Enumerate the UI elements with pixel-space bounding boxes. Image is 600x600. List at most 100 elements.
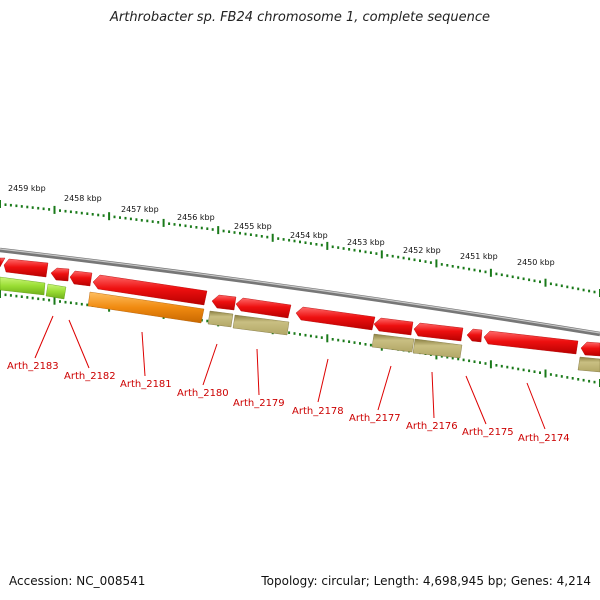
minor-tick xyxy=(539,371,541,374)
minor-tick xyxy=(266,235,269,239)
minor-tick xyxy=(571,377,574,380)
minor-tick xyxy=(342,247,345,250)
minor-tick xyxy=(593,380,596,384)
minor-tick xyxy=(440,355,443,358)
minor-tick xyxy=(293,239,296,243)
minor-tick xyxy=(189,225,192,228)
minor-tick xyxy=(75,211,78,214)
minor-tick xyxy=(37,297,40,301)
minor-tick xyxy=(239,231,241,235)
minor-tick xyxy=(200,226,203,230)
kbp-label: 2450 kbp xyxy=(517,258,555,267)
minor-tick xyxy=(31,206,34,209)
leader-line xyxy=(526,382,546,430)
minor-tick xyxy=(528,278,531,282)
minor-tick xyxy=(359,249,361,253)
minor-tick xyxy=(446,264,449,267)
gene-labels: Arth_2183 Arth_2182 Arth_2181 Arth_2180 … xyxy=(7,361,570,444)
minor-tick xyxy=(528,369,531,373)
gene-label: Arth_2177 xyxy=(349,413,401,424)
gene-label: Arth_2176 xyxy=(406,421,458,432)
minor-tick xyxy=(282,238,285,241)
minor-tick xyxy=(151,220,154,223)
minor-tick xyxy=(484,270,487,274)
minor-tick xyxy=(179,223,181,227)
minor-tick xyxy=(348,340,351,343)
minor-tick xyxy=(451,356,454,360)
minor-tick xyxy=(315,335,318,339)
inner-strand-genes xyxy=(0,276,600,373)
major-tick xyxy=(53,205,56,214)
minor-tick xyxy=(222,229,225,233)
kbp-label: 2459 kbp xyxy=(8,184,46,193)
minor-tick xyxy=(429,261,432,264)
minor-tick xyxy=(555,283,558,287)
gene-block xyxy=(87,291,205,324)
gene-arrow xyxy=(235,297,292,319)
kbp-label: 2453 kbp xyxy=(347,238,385,247)
minor-tick xyxy=(304,333,307,337)
major-tick xyxy=(271,233,274,242)
gene-label: Arth_2179 xyxy=(233,398,285,409)
minor-tick xyxy=(140,219,143,222)
gene-block xyxy=(207,310,234,328)
major-tick xyxy=(326,334,329,343)
minor-tick xyxy=(369,251,372,254)
minor-tick xyxy=(337,338,340,342)
minor-tick xyxy=(48,208,51,211)
minor-tick xyxy=(457,265,460,269)
minor-tick xyxy=(549,282,552,286)
minor-tick xyxy=(288,331,291,334)
major-tick xyxy=(435,259,438,268)
minor-tick xyxy=(31,296,34,300)
minor-tick xyxy=(506,274,509,278)
leader-line xyxy=(202,343,218,386)
leader-line xyxy=(317,358,329,403)
minor-tick xyxy=(353,248,356,252)
minor-tick xyxy=(408,257,411,261)
minor-tick xyxy=(560,375,563,378)
label-leader-lines xyxy=(34,315,546,430)
minor-tick xyxy=(15,204,18,208)
minor-tick xyxy=(4,293,7,297)
gene-arrow xyxy=(295,306,376,331)
gene-block xyxy=(371,333,415,353)
minor-tick xyxy=(484,362,487,365)
kbp-label: 2452 kbp xyxy=(403,246,441,255)
minor-tick xyxy=(468,359,471,363)
minor-tick xyxy=(119,216,121,219)
minor-tick xyxy=(402,256,405,260)
gene-arrow xyxy=(466,328,483,343)
minor-tick xyxy=(320,243,323,247)
gene-label: Arth_2180 xyxy=(177,388,229,399)
minor-tick xyxy=(309,242,312,245)
gene-arrow xyxy=(92,274,208,306)
minor-tick xyxy=(577,287,580,291)
minor-tick xyxy=(4,203,7,206)
minor-tick xyxy=(500,273,503,277)
minor-tick xyxy=(304,241,307,244)
gene-label: Arth_2183 xyxy=(7,361,59,372)
minor-tick xyxy=(9,294,12,297)
minor-tick xyxy=(424,260,427,263)
minor-tick xyxy=(468,267,471,271)
minor-tick xyxy=(91,213,94,216)
minor-tick xyxy=(20,295,23,298)
minor-tick xyxy=(102,214,105,217)
minor-tick xyxy=(391,254,394,258)
minor-tick xyxy=(506,365,509,369)
minor-tick xyxy=(20,205,23,208)
minor-tick xyxy=(315,243,318,246)
minor-tick xyxy=(511,366,514,370)
minor-tick xyxy=(195,226,198,229)
gene-block xyxy=(232,314,290,336)
minor-tick xyxy=(364,250,367,254)
minor-tick xyxy=(473,360,476,363)
minor-tick xyxy=(97,213,100,217)
minor-tick xyxy=(113,215,116,219)
kbp-label: 2455 kbp xyxy=(234,222,272,231)
gene-arrow xyxy=(483,330,579,355)
minor-tick xyxy=(582,378,585,382)
minor-tick xyxy=(533,279,536,283)
minor-tick xyxy=(64,209,67,213)
